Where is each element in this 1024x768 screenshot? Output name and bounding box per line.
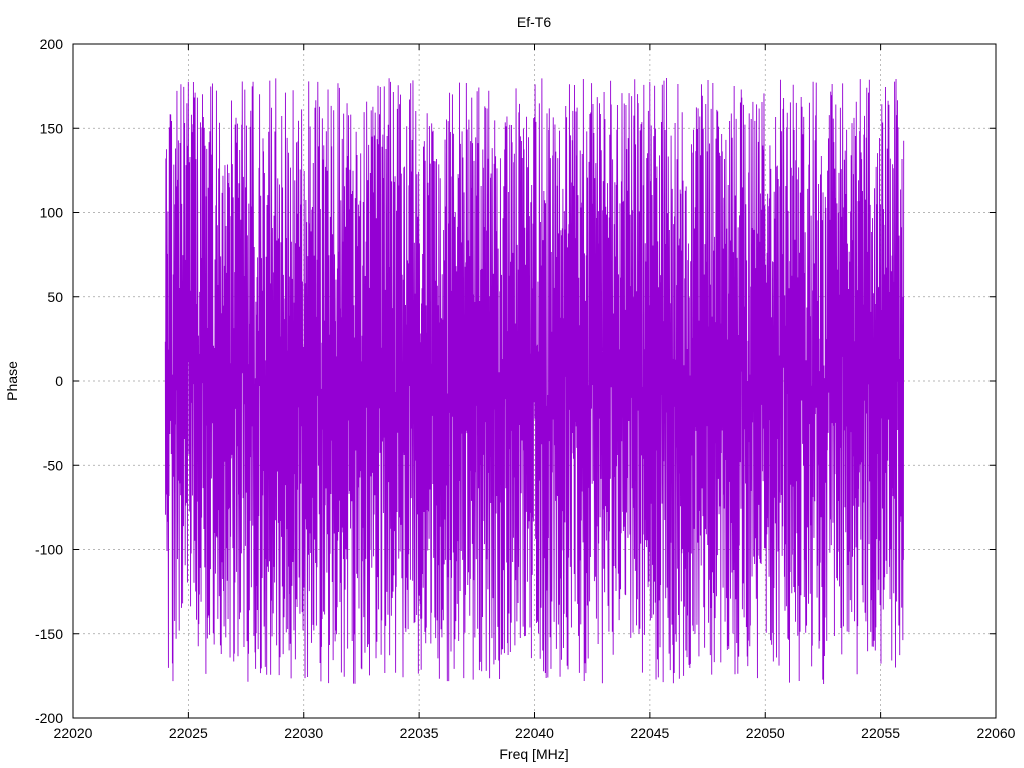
x-tick-label: 22060 xyxy=(977,725,1016,741)
ticks xyxy=(72,43,997,719)
y-tick-label: -100 xyxy=(35,542,63,558)
y-tick-label: 200 xyxy=(40,36,64,52)
x-axis-label: Freq [MHz] xyxy=(499,746,568,762)
x-tick-label: 22025 xyxy=(169,725,208,741)
x-tick-label: 22030 xyxy=(284,725,323,741)
y-tick-label: 0 xyxy=(55,373,63,389)
y-tick-label: -150 xyxy=(35,626,63,642)
y-tick-label: 100 xyxy=(40,205,64,221)
x-tick-label: 22050 xyxy=(746,725,785,741)
x-tick-label: 22040 xyxy=(515,725,554,741)
series-line xyxy=(164,78,905,685)
y-tick-label: 50 xyxy=(47,289,63,305)
series-path xyxy=(164,78,905,685)
plot-area xyxy=(164,78,905,685)
y-tick-label: 150 xyxy=(40,120,64,136)
y-tick-labels: -200 -150 -100 -50 0 50 100 150 200 xyxy=(35,36,63,726)
y-tick-label: -200 xyxy=(35,710,63,726)
y-tick-label: -50 xyxy=(43,457,63,473)
x-tick-label: 22045 xyxy=(630,725,669,741)
x-tick-label: 22055 xyxy=(861,725,900,741)
x-tick-labels: 22020 22025 22030 22035 22040 22045 22050 22055… xyxy=(54,725,1016,741)
x-tick-label: 22035 xyxy=(400,725,439,741)
y-axis-label: Phase xyxy=(4,361,20,401)
x-tick-label: 22020 xyxy=(54,725,93,741)
chart-title: Ef-T6 xyxy=(517,14,551,30)
